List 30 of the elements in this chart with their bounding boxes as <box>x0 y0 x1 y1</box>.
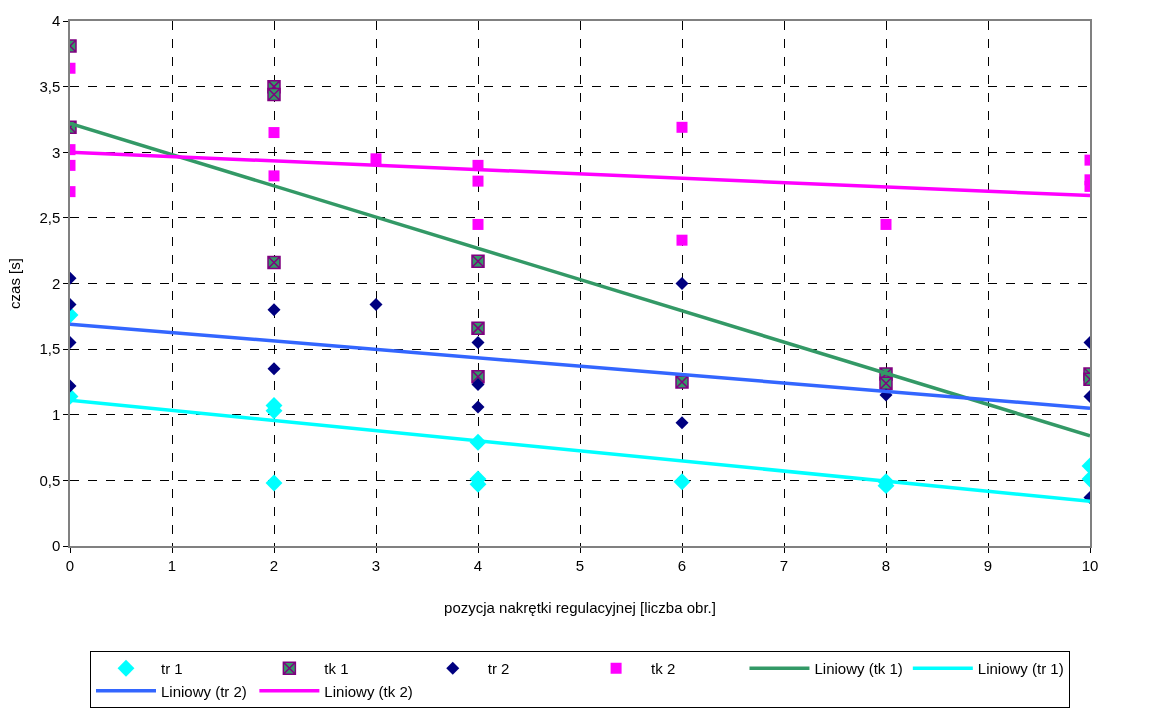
x-tick-label: 7 <box>779 556 789 574</box>
y-axis-title: czas [s] <box>6 258 24 309</box>
x-tick-label: 8 <box>881 556 891 574</box>
x-tick-label: 1 <box>167 556 177 574</box>
y-tick-label: 3,5 <box>39 77 61 95</box>
legend-label: Liniowy (tk 2) <box>324 682 413 700</box>
x-tick-label: 0 <box>65 556 75 574</box>
x-tick-label: 3 <box>371 556 381 574</box>
legend-label: tr 2 <box>487 660 510 678</box>
x-tick-label: 9 <box>983 556 993 574</box>
x-tick-label: 5 <box>575 556 585 574</box>
legend-label: Liniowy (tr 1) <box>977 660 1064 678</box>
x-tick-label: 2 <box>269 556 279 574</box>
x-tick-label: 10 <box>1081 556 1099 574</box>
legend-label: tk 1 <box>324 660 349 678</box>
y-tick-label: 2,5 <box>39 209 61 227</box>
x-axis-title: pozycja nakrętki regulacyjnej [liczba obr.] <box>444 599 716 617</box>
legend-label: tk 2 <box>651 660 676 678</box>
y-tick-label: 4 <box>51 12 61 30</box>
y-tick-label: 0 <box>51 537 61 555</box>
y-tick-label: 0,5 <box>39 471 61 489</box>
legend-label: Liniowy (tr 2) <box>161 682 247 700</box>
y-tick-label: 1,5 <box>39 340 61 358</box>
legend-label: Liniowy (tk 1) <box>814 660 903 678</box>
y-tick-label: 2 <box>51 274 61 292</box>
y-tick-label: 3 <box>51 143 61 161</box>
y-tick-label: 1 <box>51 406 61 423</box>
x-tick-label: 6 <box>677 556 687 574</box>
x-tick-label: 4 <box>473 556 483 574</box>
legend-label: tr 1 <box>161 660 183 678</box>
